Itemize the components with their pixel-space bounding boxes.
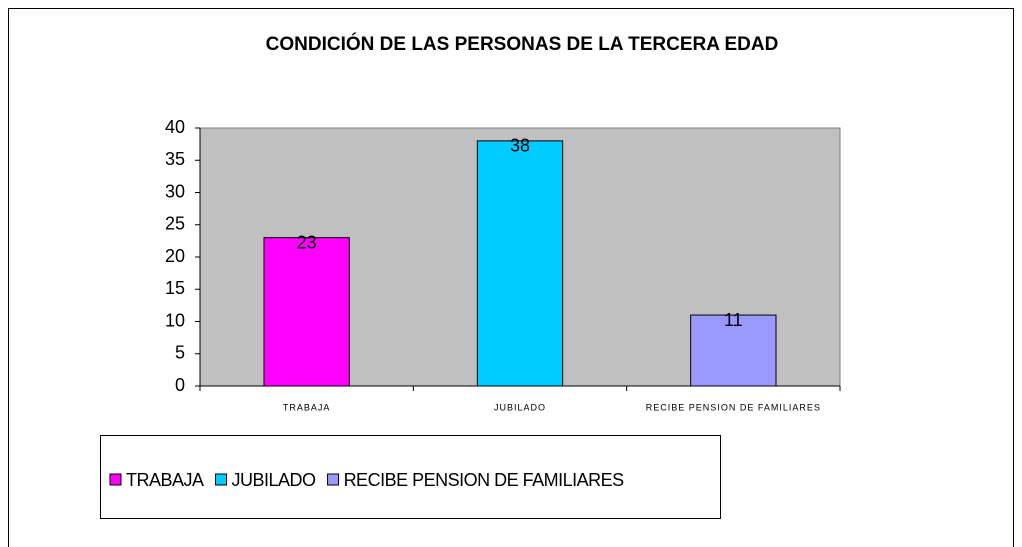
legend-swatch bbox=[109, 473, 122, 486]
data-label: 11 bbox=[724, 310, 743, 330]
y-tick-label: 5 bbox=[175, 343, 185, 363]
y-tick-label: 15 bbox=[165, 278, 185, 298]
legend-label: RECIBE PENSION DE FAMILIARES bbox=[344, 470, 625, 490]
y-tick-label: 0 bbox=[175, 375, 185, 395]
chart-title: CONDICIÓN DE LAS PERSONAS DE LA TERCERA … bbox=[266, 33, 779, 55]
y-tick-label: 30 bbox=[165, 181, 185, 201]
y-tick-label: 20 bbox=[165, 246, 185, 266]
y-tick-label: 10 bbox=[165, 310, 185, 330]
legend-label: JUBILADO bbox=[232, 470, 317, 490]
data-label: 23 bbox=[297, 232, 317, 252]
legend-label: TRABAJA bbox=[126, 470, 204, 490]
y-tick-label: 25 bbox=[165, 214, 185, 234]
x-tick-label: TRABAJA bbox=[283, 402, 331, 412]
bar bbox=[263, 237, 350, 387]
data-label: 38 bbox=[510, 136, 530, 156]
x-tick-label: JUBILADO bbox=[494, 402, 546, 412]
legend-swatch bbox=[327, 473, 340, 486]
legend-box bbox=[100, 435, 721, 519]
legend-swatch bbox=[215, 473, 228, 486]
bar bbox=[690, 314, 777, 387]
bar bbox=[476, 140, 564, 387]
x-tick-label: RECIBE PENSION DE FAMILIARES bbox=[646, 402, 821, 412]
y-tick-label: 40 bbox=[165, 117, 185, 137]
y-tick-label: 35 bbox=[165, 149, 185, 169]
